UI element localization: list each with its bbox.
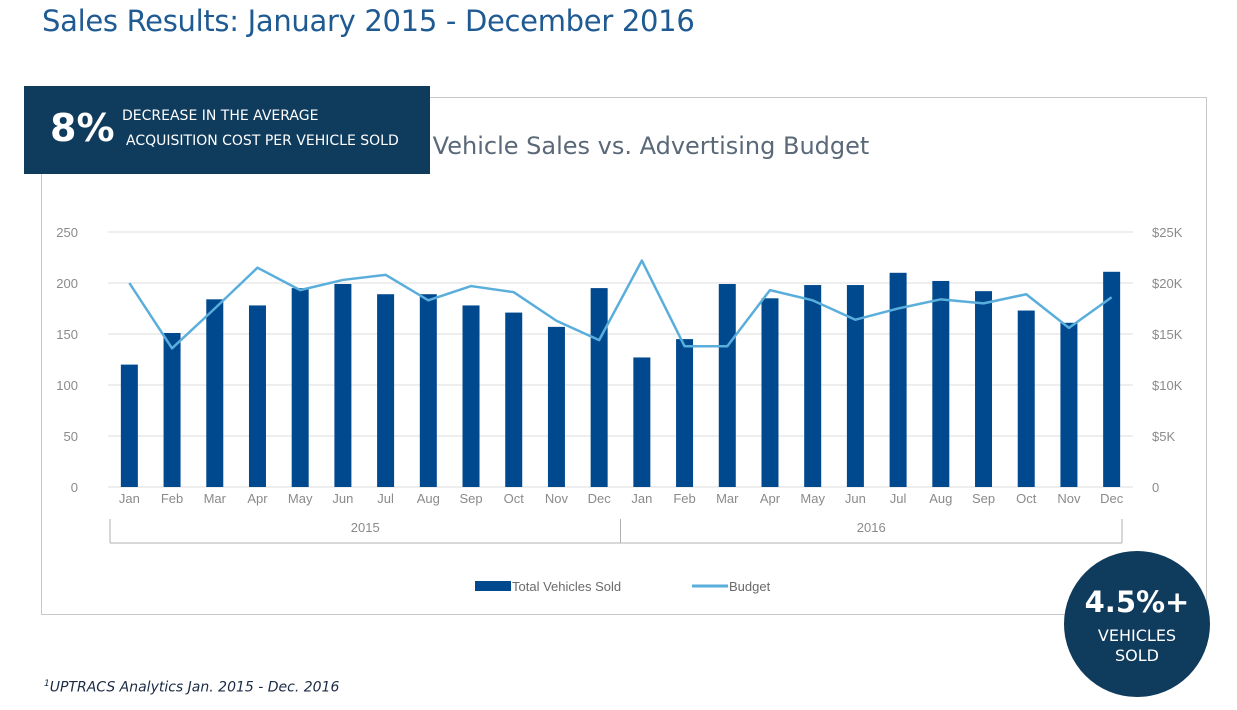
kpi-box-line1: DECREASE IN THE AVERAGE	[122, 108, 319, 124]
bar	[248, 305, 266, 487]
x-tick-label: Feb	[161, 491, 183, 506]
x-tick-label: Aug	[417, 491, 440, 506]
y-right-tick-label: $5K	[1152, 429, 1175, 444]
bar	[334, 284, 352, 487]
x-tick-label: Jan	[631, 491, 652, 506]
bar	[846, 285, 864, 487]
x-tick-label: Jun	[332, 491, 353, 506]
bar	[163, 332, 181, 487]
bar	[1060, 322, 1078, 487]
y-left-tick-label: 100	[56, 378, 78, 393]
bar	[975, 291, 993, 487]
y-right-tick-label: $20K	[1152, 276, 1183, 291]
bar	[419, 294, 437, 487]
x-tick-label: May	[288, 491, 313, 506]
legend-label-line: Budget	[729, 579, 771, 594]
x-tick-label: Aug	[929, 491, 952, 506]
x-tick-label: Jul	[377, 491, 394, 506]
kpi-circle: 4.5%+ VEHICLES SOLD	[1064, 551, 1210, 697]
kpi-circle-line2: SOLD	[1115, 646, 1159, 665]
budget-line	[128, 259, 1113, 350]
bar	[1103, 271, 1121, 487]
bar	[889, 272, 907, 487]
x-tick-label: Mar	[716, 491, 739, 506]
y-left-tick-label: 150	[56, 327, 78, 342]
x-tick-label: Jun	[845, 491, 866, 506]
bar	[206, 299, 224, 487]
bar	[505, 312, 523, 487]
bar	[932, 280, 950, 487]
kpi-box-value: 8%	[50, 106, 115, 150]
x-tick-label: Jan	[119, 491, 140, 506]
x-tick-label: May	[800, 491, 825, 506]
x-tick-label: Nov	[1057, 491, 1081, 506]
y-left-tick-label: 0	[71, 480, 78, 495]
x-tick-label: Sep	[459, 491, 482, 506]
y-right-tick-label: $15K	[1152, 327, 1183, 342]
x-tick-label: Sep	[972, 491, 995, 506]
bar	[590, 288, 608, 487]
y-right-tick-label: 0	[1152, 480, 1159, 495]
legend-swatch-bars	[475, 581, 511, 591]
y-right-tick-label: $10K	[1152, 378, 1183, 393]
bar	[804, 285, 822, 487]
kpi-box-line2: ACQUISITION COST PER VEHICLE SOLD	[126, 133, 399, 149]
chart-title: Vehicle Sales vs. Advertising Budget	[433, 132, 870, 160]
x-tick-label: Oct	[504, 491, 525, 506]
y-left-tick-label: 250	[56, 225, 78, 240]
x-tick-label: Nov	[545, 491, 569, 506]
x-tick-label: Mar	[204, 491, 227, 506]
group-label: 2016	[857, 520, 886, 535]
x-tick-label: Dec	[1100, 491, 1124, 506]
footnote-mark: 1	[44, 679, 50, 689]
x-tick-label: Feb	[673, 491, 695, 506]
bar	[718, 284, 736, 487]
y-right-tick-label: $25K	[1152, 225, 1183, 240]
chart-panel	[41, 97, 1207, 615]
footnote: 1UPTRACS Analytics Jan. 2015 - Dec. 2016	[44, 679, 339, 696]
bar	[291, 288, 309, 487]
legend-label-bars: Total Vehicles Sold	[512, 579, 621, 594]
page-title: Sales Results: January 2015 - December 2…	[42, 4, 695, 38]
bar	[761, 298, 779, 487]
kpi-circle-label: VEHICLES SOLD	[1064, 626, 1210, 666]
bar	[633, 357, 651, 487]
bar	[547, 326, 565, 487]
kpi-box: 8% DECREASE IN THE AVERAGE ACQUISITION C…	[24, 86, 430, 174]
footnote-text: UPTRACS Analytics Jan. 2015 - Dec. 2016	[49, 679, 340, 696]
y-left-tick-label: 200	[56, 276, 78, 291]
x-tick-label: Dec	[588, 491, 612, 506]
x-tick-label: Apr	[760, 491, 781, 506]
kpi-circle-value: 4.5%+	[1084, 585, 1190, 619]
group-label: 2015	[351, 520, 380, 535]
x-tick-label: Apr	[247, 491, 268, 506]
x-tick-label: Oct	[1016, 491, 1037, 506]
bar	[120, 364, 138, 487]
y-left-tick-label: 50	[64, 429, 78, 444]
x-tick-label: Jul	[890, 491, 907, 506]
kpi-box-description: DECREASE IN THE AVERAGE ACQUISITION COST…	[122, 104, 399, 154]
kpi-circle-line1: VEHICLES	[1097, 626, 1177, 645]
bar	[377, 294, 395, 487]
bar	[1017, 310, 1035, 487]
bar	[676, 339, 694, 487]
bar	[462, 305, 480, 487]
